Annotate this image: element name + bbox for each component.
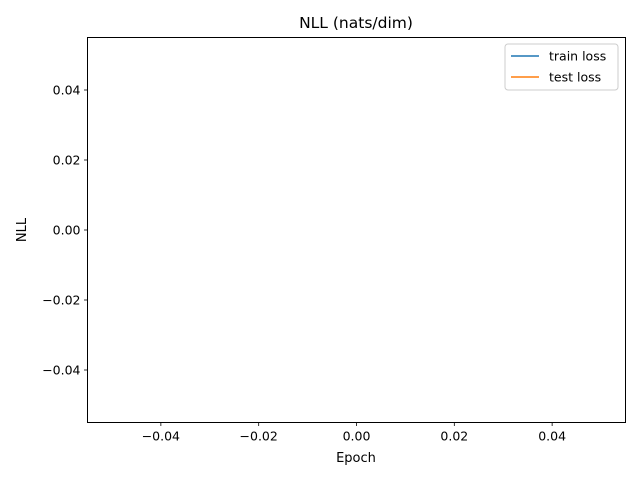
y-tick-label: −0.04 (42, 363, 80, 378)
x-axis: −0.04 −0.02 0.00 0.02 0.04 (142, 422, 566, 444)
y-tick-label: −0.02 (42, 293, 80, 308)
y-tick-label: 0.02 (53, 153, 81, 168)
legend-label-train-loss: train loss (549, 49, 606, 64)
x-tick-label: 0.02 (440, 429, 468, 444)
x-axis-label: Epoch (336, 451, 376, 466)
x-tick-label: −0.04 (142, 429, 180, 444)
x-tick-label: 0.04 (538, 429, 566, 444)
y-tick-label: 0.04 (53, 83, 81, 98)
x-tick-label: 0.00 (343, 429, 371, 444)
y-axis: −0.04 −0.02 0.00 0.02 0.04 (42, 83, 88, 378)
x-tick-label: −0.02 (240, 429, 278, 444)
plot-frame (87, 37, 626, 423)
legend-label-test-loss: test loss (549, 70, 601, 85)
legend: train loss test loss (504, 43, 619, 91)
y-axis-label: NLL (15, 217, 30, 242)
chart-title: NLL (nats/dim) (299, 14, 413, 32)
y-tick-label: 0.00 (53, 223, 81, 238)
